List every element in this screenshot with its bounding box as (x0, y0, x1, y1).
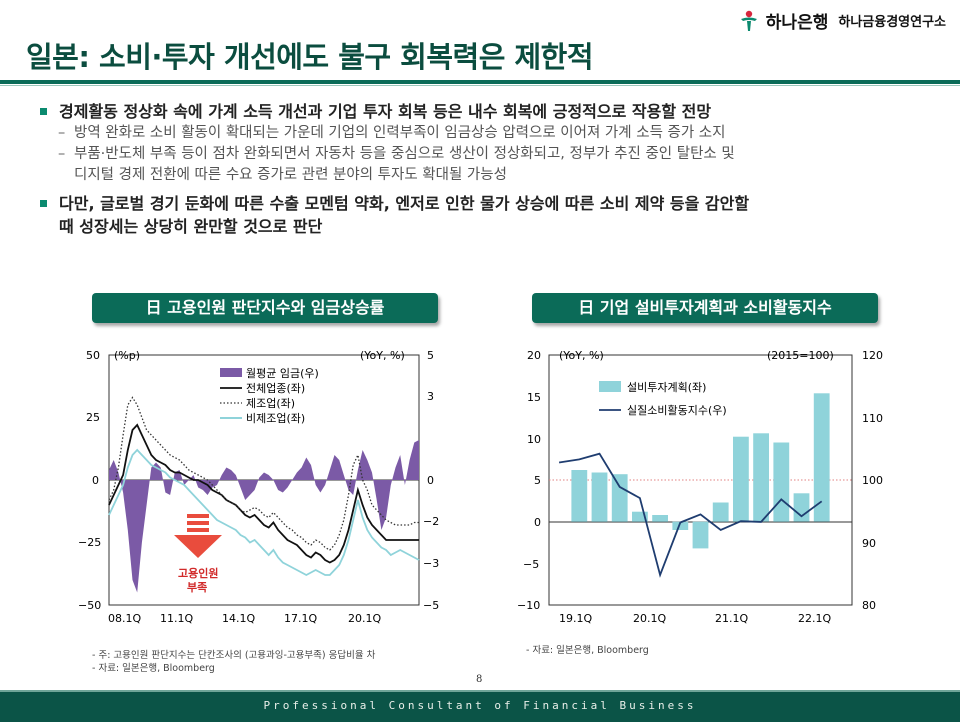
series-line (108, 423, 419, 564)
bullet-sub-2-text-cont: 디지털 경제 전환에 따른 수요 증가로 관련 분야의 투자도 확대될 가능성 (74, 167, 507, 183)
bullet-main-1-text: 경제활동 정상화 속에 가계 소득 개선과 기업 투자 회복 등은 내수 회복에… (59, 102, 712, 121)
capex-bar (692, 521, 709, 549)
title-divider-thin (0, 85, 960, 86)
ytick-left: 10 (527, 433, 541, 446)
ytick-left: 25 (86, 411, 100, 424)
ytick-right: 90 (862, 537, 876, 550)
capex-consumption-chart: 20 15 10 5 0 −5 −10 120 110 100 90 80 (Y… (517, 349, 883, 625)
wage-area (109, 440, 419, 593)
bank-name: 하나은행 (765, 13, 829, 33)
ytick-right: 110 (862, 412, 883, 425)
ytick-right: 0 (427, 474, 434, 487)
bullet-main-2-line2: 때 성장세는 상당히 완만할 것으로 판단 (59, 217, 323, 236)
bullet-sub-2-cont: 디지털 경제 전환에 따른 수요 증가로 관련 분야의 투자도 확대될 가능성 (58, 165, 936, 186)
dash-icon: – (58, 146, 66, 162)
footnote-left-source: - 자료: 일본은행, Bloomberg (92, 663, 215, 674)
legend-label-nonmfg: 비제조업(좌) (246, 412, 305, 425)
xtick: 21.1Q (715, 612, 748, 625)
ytick-left: 5 (534, 474, 541, 487)
ytick-left: −25 (78, 536, 101, 549)
bullet-sub-2: – 부품·반도체 부족 등이 점차 완화되면서 자동차 등을 중심으로 생산이 … (58, 144, 936, 165)
bullet-main-2-line1: 다만, 글로벌 경기 둔화에 따른 수출 모멘텀 약화, 엔저로 인한 물가 상… (59, 194, 750, 213)
employment-wage-chart: 50 25 0 −25 −50 5 3 0 −2 −3 −5 (%p) (YoY… (78, 349, 439, 625)
capex-bar (632, 511, 648, 522)
legend-label-consumption: 실질소비활동지수(우) (627, 403, 727, 417)
capex-bar (672, 521, 689, 530)
ytick-right: −3 (423, 557, 439, 570)
annotation-line1: 고용인원 (178, 566, 218, 580)
bullet-square-icon (40, 108, 47, 115)
ytick-left: −10 (517, 599, 540, 612)
consumption-line (558, 452, 823, 578)
bullet-square-icon (40, 200, 47, 207)
hana-logo-icon (740, 10, 757, 31)
xtick: 20.1Q (633, 612, 666, 625)
ytick-left: 15 (527, 391, 541, 404)
legend-swatch-capex (599, 381, 621, 392)
legend-label-mfg: 제조업(좌) (246, 397, 295, 410)
xtick: 22.1Q (798, 612, 831, 625)
capex-bar (591, 472, 608, 522)
xtick: 11.1Q (160, 612, 193, 625)
legend-label-all: 전체업종(좌) (246, 382, 305, 395)
annotation-line2: 부족 (187, 581, 207, 594)
capex-bar (571, 470, 588, 522)
bullet-sub-1: – 방역 완화로 소비 활동이 확대되는 가운데 기업의 인력부족이 임금상승 … (58, 123, 936, 144)
bullet-section: 경제활동 정상화 속에 가계 소득 개선과 기업 투자 회복 등은 내수 회복에… (36, 96, 936, 238)
capex-bar (652, 515, 668, 522)
base-note: (2015=100) (767, 349, 834, 362)
capex-bar (611, 474, 628, 522)
capex-bar (712, 502, 729, 522)
capex-bar (753, 433, 769, 522)
chart-right-title: 日 기업 설비투자계획과 소비활동지수 (532, 293, 878, 323)
ylabel-left: (YoY, %) (559, 349, 604, 362)
ytick-left: −50 (78, 599, 101, 612)
dash-icon: – (58, 125, 66, 141)
capex-bar (813, 393, 830, 522)
logo: 하나은행 하나금융경영연구소 (738, 8, 946, 33)
ylabel-left: (%p) (114, 349, 140, 362)
ytick-right: 120 (862, 349, 883, 362)
ytick-left: 20 (527, 349, 541, 362)
legend-label-capex: 설비투자계획(좌) (627, 381, 706, 394)
capex-bar (773, 442, 790, 522)
xtick: 14.1Q (222, 612, 255, 625)
labor-shortage-arrow-icon (174, 514, 222, 558)
ytick-left: 50 (86, 349, 100, 362)
ytick-left: 0 (92, 474, 99, 487)
institute-name: 하나금융경영연구소 (838, 15, 946, 30)
bullet-sub-2-text: 부품·반도체 부족 등이 점차 완화되면서 자동차 등을 중심으로 생산이 정상… (74, 146, 735, 162)
ytick-right: 80 (862, 599, 876, 612)
legend-swatch-wage (220, 368, 242, 377)
series-line (108, 448, 420, 577)
bullet-main-1: 경제활동 정상화 속에 가계 소득 개선과 기업 투자 회복 등은 내수 회복에… (36, 100, 936, 123)
footnote-left: - 주: 고용인원 판단지수는 단칸조사의 (고용과잉-고용부족) 응답비율 차… (92, 649, 375, 675)
ylabel-right: (YoY, %) (360, 349, 405, 362)
legend-label-wage: 월평균 임금(우) (246, 367, 319, 380)
ytick-left: 0 (534, 516, 541, 529)
chart-left-title: 日 고용인원 판단지수와 임금상승률 (92, 293, 438, 323)
series-line (108, 396, 419, 551)
title-divider (0, 80, 960, 84)
ytick-right: 5 (427, 349, 434, 362)
capex-bar (733, 436, 749, 522)
ytick-right: −2 (423, 515, 439, 528)
footer-bar: Professional Consultant of Financial Bus… (0, 690, 960, 722)
page-number: 8 (476, 674, 483, 685)
ytick-right: 3 (427, 390, 434, 403)
footnote-left-note: - 주: 고용인원 판단지수는 단칸조사의 (고용과잉-고용부족) 응답비율 차 (92, 650, 376, 661)
xtick: 08.1Q (108, 612, 141, 625)
capex-bar (793, 493, 810, 522)
footnote-right: - 자료: 일본은행, Bloomberg (526, 645, 649, 656)
xtick: 19.1Q (559, 612, 592, 625)
page-title: 일본: 소비·투자 개선에도 불구 회복력은 제한적 (26, 40, 594, 74)
ytick-right: −5 (423, 599, 439, 612)
ytick-left: −5 (523, 558, 539, 571)
ytick-right: 100 (862, 474, 883, 487)
xtick: 17.1Q (284, 612, 317, 625)
xtick: 20.1Q (348, 612, 381, 625)
bullet-main-2: 다만, 글로벌 경기 둔화에 따른 수출 모멘텀 약화, 엔저로 인한 물가 상… (36, 192, 936, 238)
bullet-sub-1-text: 방역 완화로 소비 활동이 확대되는 가운데 기업의 인력부족이 임금상승 압력… (74, 125, 726, 141)
